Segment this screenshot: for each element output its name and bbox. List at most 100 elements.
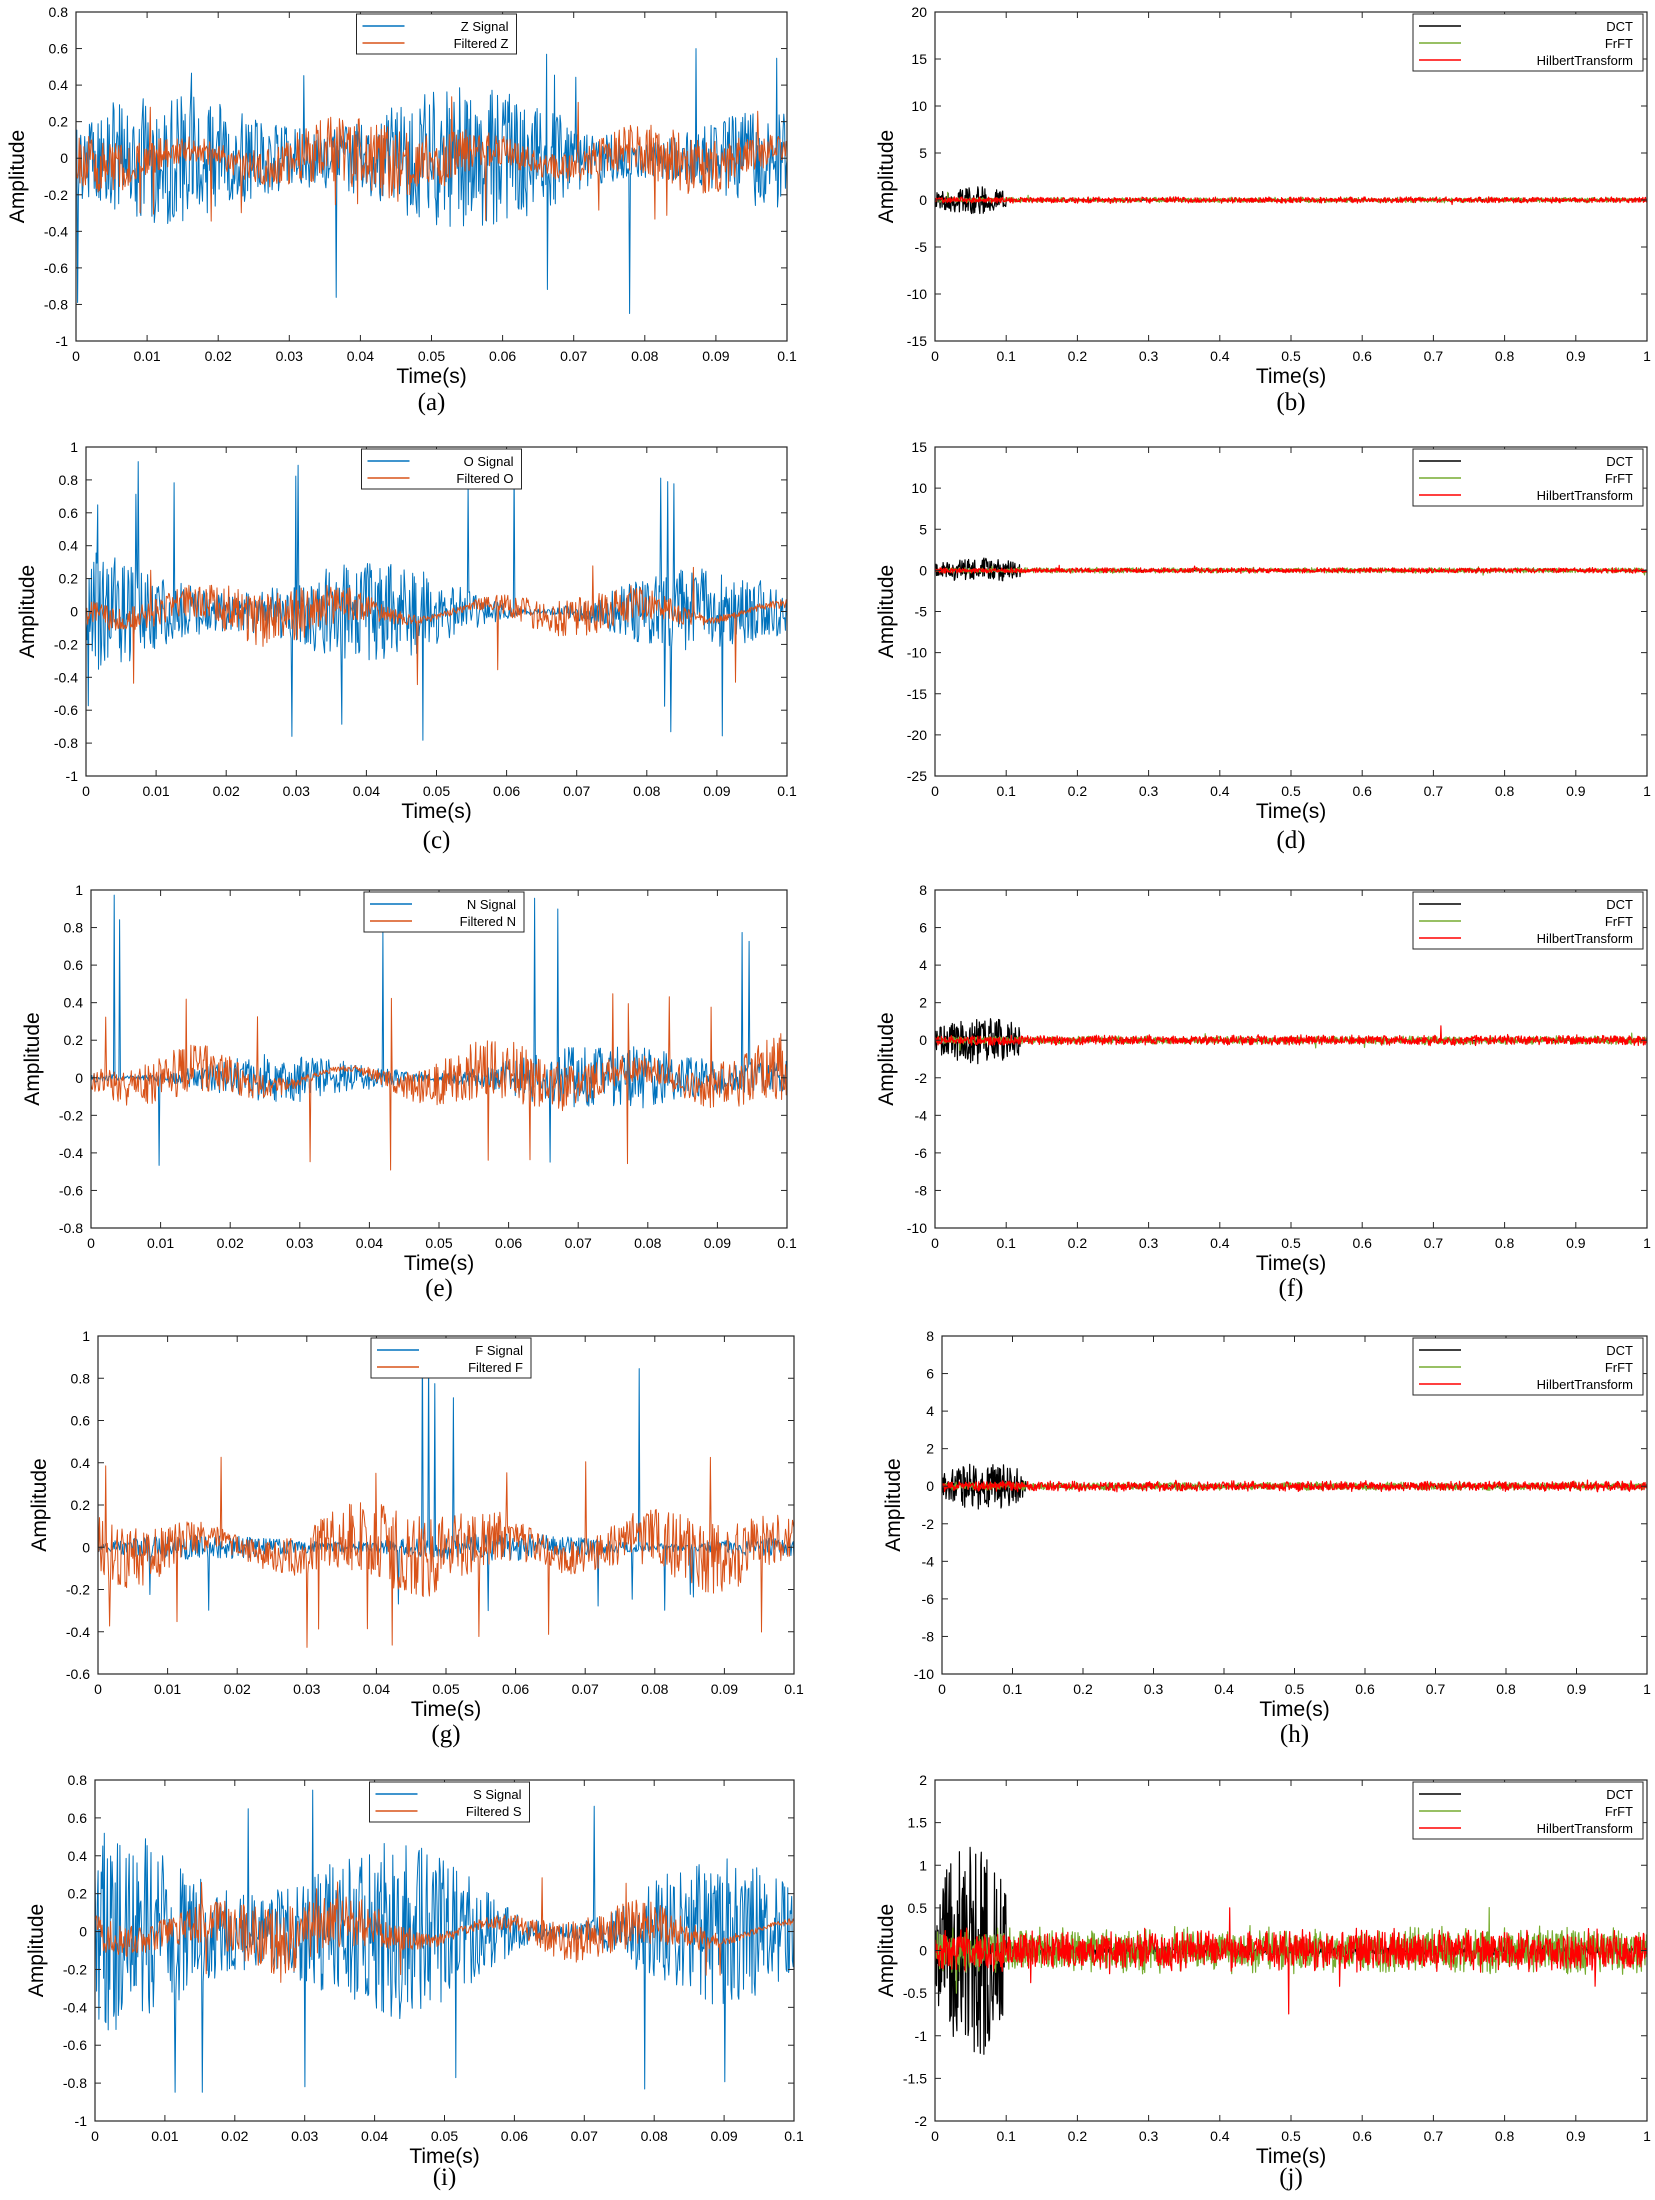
y-tick-label: -0.4 — [59, 1145, 83, 1161]
y-axis-title: Amplitude — [21, 1012, 44, 1105]
x-tick-label: 0.5 — [1281, 783, 1301, 799]
y-tick-label: -10 — [907, 645, 927, 661]
y-tick-label: 15 — [911, 439, 927, 455]
x-tick-label: 0.6 — [1355, 1681, 1375, 1697]
x-tick-label: 0 — [938, 1681, 946, 1697]
x-tick-label: 0.03 — [283, 783, 310, 799]
legend-label: HilbertTransform — [1537, 1821, 1633, 1836]
y-tick-label: 1.5 — [908, 1815, 928, 1831]
legend: S Signal Filtered S — [369, 1781, 530, 1823]
y-tick-label: -0.2 — [54, 636, 78, 652]
x-tick-label: 0.03 — [286, 1235, 313, 1251]
y-tick-label: -0.4 — [66, 1624, 90, 1640]
y-tick-label: 0 — [79, 1924, 87, 1940]
y-tick-label: 0.4 — [59, 538, 79, 554]
x-tick-label: 0.08 — [633, 783, 660, 799]
legend: DCT FrFT HilbertTransform — [1412, 891, 1644, 950]
y-tick-label: -25 — [907, 768, 927, 784]
x-tick-label: 0.05 — [432, 1681, 459, 1697]
x-tick-label: 0.02 — [213, 783, 240, 799]
y-tick-label: -0.6 — [54, 702, 78, 718]
y-tick-label: -1 — [56, 333, 69, 349]
legend: DCT FrFT HilbertTransform — [1412, 1337, 1644, 1396]
y-tick-label: 0 — [75, 1070, 83, 1086]
x-tick-label: 0.07 — [565, 1235, 592, 1251]
x-tick-label: 0.1 — [777, 1235, 797, 1251]
y-tick-label: 0 — [70, 604, 78, 620]
y-tick-label: -0.4 — [54, 669, 78, 685]
legend: Z Signal Filtered Z — [356, 13, 517, 55]
y-tick-label: 0 — [926, 1478, 934, 1494]
x-tick-label: 0.3 — [1139, 783, 1159, 799]
x-axis-title: Time(s) — [411, 1698, 481, 1721]
x-tick-label: 1 — [1643, 2128, 1651, 2144]
x-tick-label: 0.4 — [1210, 2128, 1230, 2144]
legend-label: Filtered F — [468, 1360, 523, 1375]
x-tick-label: 0.06 — [495, 1235, 522, 1251]
y-tick-label: -10 — [907, 286, 927, 302]
y-axis-title: Amplitude — [25, 1904, 48, 1997]
y-tick-label: -2 — [915, 1070, 928, 1086]
x-tick-label: 0.01 — [154, 1681, 181, 1697]
y-axis-title: Amplitude — [6, 130, 29, 223]
legend: DCT FrFT HilbertTransform — [1412, 1781, 1644, 1840]
x-tick-label: 0.01 — [147, 1235, 174, 1251]
legend: O Signal Filtered O — [361, 448, 522, 490]
y-tick-label: -2 — [915, 2113, 928, 2129]
y-tick-label: 8 — [919, 882, 927, 898]
x-tick-label: 0.09 — [704, 1235, 731, 1251]
legend-label: HilbertTransform — [1537, 53, 1633, 68]
y-tick-label: 0.6 — [71, 1413, 91, 1429]
y-tick-label: 0.8 — [68, 1772, 88, 1788]
y-axis-title: Amplitude — [875, 565, 898, 658]
x-tick-label: 0.7 — [1424, 783, 1444, 799]
y-tick-label: -10 — [907, 1220, 927, 1236]
x-tick-label: 0.03 — [276, 348, 303, 364]
x-tick-label: 0.08 — [641, 1681, 668, 1697]
x-tick-label: 0.1 — [777, 783, 797, 799]
x-tick-label: 0.04 — [356, 1235, 383, 1251]
y-tick-label: 0.6 — [68, 1810, 88, 1826]
y-tick-label: -0.2 — [44, 187, 68, 203]
y-tick-label: -15 — [907, 686, 927, 702]
y-tick-label: -10 — [914, 1666, 934, 1682]
legend-label: HilbertTransform — [1537, 1377, 1633, 1392]
series-filtered-n — [91, 993, 787, 1171]
legend-label: FrFT — [1605, 471, 1633, 486]
legend-label: Filtered O — [456, 471, 513, 486]
x-axis-title: Time(s) — [409, 2145, 479, 2168]
x-tick-label: 0.6 — [1352, 783, 1372, 799]
x-tick-label: 0.2 — [1068, 348, 1088, 364]
panel-caption: (b) — [1276, 389, 1305, 416]
x-axis-title: Time(s) — [396, 365, 466, 388]
x-tick-label: 0.03 — [293, 1681, 320, 1697]
x-tick-label: 0.03 — [291, 2128, 318, 2144]
y-tick-label: -0.5 — [903, 1985, 927, 2001]
x-tick-label: 0.6 — [1352, 1235, 1372, 1251]
y-tick-label: -20 — [907, 727, 927, 743]
series-filtered-o — [86, 565, 787, 686]
x-tick-label: 0.1 — [784, 1681, 804, 1697]
y-tick-label: 10 — [911, 480, 927, 496]
x-tick-label: 0 — [82, 783, 90, 799]
y-tick-label: -1 — [915, 2028, 928, 2044]
x-tick-label: 0.02 — [217, 1235, 244, 1251]
y-tick-label: -1.5 — [903, 2070, 927, 2086]
x-tick-label: 0.8 — [1495, 2128, 1515, 2144]
x-axis-title: Time(s) — [1256, 1252, 1326, 1275]
x-tick-label: 0 — [931, 2128, 939, 2144]
y-tick-label: 0 — [919, 1032, 927, 1048]
x-tick-label: 0.7 — [1424, 1235, 1444, 1251]
x-tick-label: 0.08 — [631, 348, 658, 364]
x-tick-label: 0.5 — [1281, 2128, 1301, 2144]
x-tick-label: 0.06 — [501, 2128, 528, 2144]
legend-label: HilbertTransform — [1537, 931, 1633, 946]
y-tick-label: -6 — [915, 1145, 928, 1161]
x-tick-label: 0.6 — [1352, 348, 1372, 364]
series-hilberttransform — [942, 1479, 1647, 1493]
